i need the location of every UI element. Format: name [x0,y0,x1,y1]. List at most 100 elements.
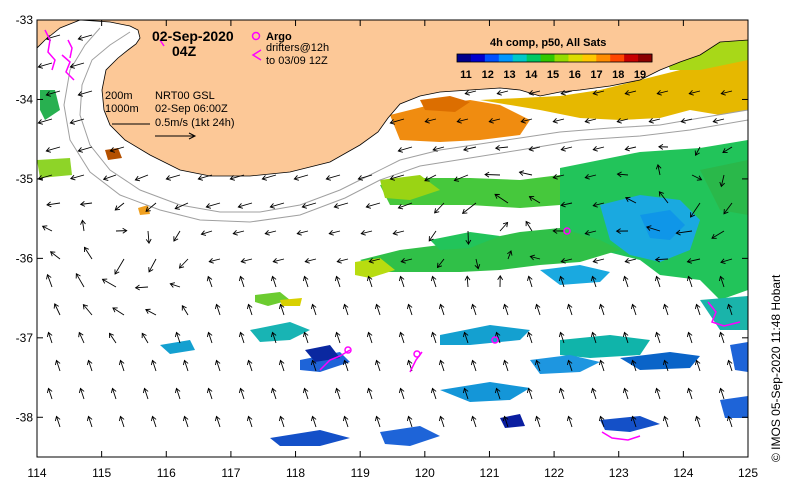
current-arrow [718,387,725,400]
current-arrow [598,303,605,316]
current-arrow [238,387,245,400]
current-arrow [112,307,125,316]
current-arrow [630,415,637,428]
current-arrow [79,201,93,207]
current-arrow [654,331,661,344]
current-arrow [278,415,285,428]
current-arrow [310,303,317,316]
current-arrow [566,303,573,316]
scale-label: 0.5m/s (1kt 24h) [155,117,234,129]
colorbar-tick-label: 14 [525,69,538,81]
current-arrow [436,258,445,269]
current-arrow [662,415,669,428]
current-arrow [694,415,701,428]
current-arrow [656,89,669,96]
current-arrow [118,359,125,372]
colorbar-segment [582,54,597,62]
y-tick-label: -37 [16,331,34,345]
current-arrow [174,331,181,344]
current-arrow [560,89,573,96]
current-arrow [270,387,277,400]
current-arrow [502,359,509,372]
current-arrow [497,275,504,288]
current-arrow [406,303,413,316]
current-arrow [428,230,437,242]
current-arrow [598,415,605,428]
current-arrow [718,275,725,288]
current-arrow [462,331,469,344]
colorbar-segment [554,54,569,62]
current-arrow [662,359,669,372]
y-tick-label: -35 [16,172,34,186]
colorbar [456,53,653,63]
current-arrow [424,174,437,182]
current-arrow [109,146,125,153]
current-arrow [470,359,477,372]
current-arrow [148,258,157,273]
current-arrow [397,146,413,153]
current-arrow [206,331,213,344]
current-arrow [625,196,637,204]
colorbar-segment [470,54,486,62]
current-arrow [86,415,93,428]
current-arrow [54,415,61,428]
current-arrow [616,171,629,178]
colorbar-segment [498,54,514,62]
current-arrow [75,273,85,288]
current-arrow [494,331,501,344]
current-arrow [590,387,597,400]
current-arrow [494,144,509,151]
current-arrow [456,117,469,124]
current-arrow [430,331,437,344]
current-arrow [197,174,213,181]
current-arrow [464,89,477,96]
current-arrow [366,387,373,400]
current-arrow [622,387,629,400]
current-arrow [278,303,285,316]
current-arrow [41,225,53,232]
current-arrow [430,387,437,400]
drifters-line2: to 03/09 12Z [266,55,328,67]
argo-legend-icon [251,31,261,41]
drifters-line1: drifters@12h [266,42,329,54]
valid-time-label: 02-Sep 06:00Z [155,103,228,115]
current-arrow [584,117,597,124]
current-arrow [232,229,245,236]
current-arrow [592,257,605,264]
current-arrow [206,387,213,400]
current-arrow [434,202,445,214]
current-arrow [118,415,125,428]
argo-floats [344,227,571,358]
current-arrow [357,174,373,181]
current-arrow [374,415,381,428]
current-arrow [53,303,61,316]
current-arrow [592,145,605,152]
x-tick-label: 121 [479,466,499,480]
current-arrow [499,221,509,232]
colorbar-segment [526,54,542,62]
current-arrow [82,303,93,316]
current-arrow [552,173,565,180]
current-arrow [616,117,629,124]
current-arrow [406,415,413,428]
colorbar-segment [568,54,583,62]
current-arrow [374,303,381,316]
current-arrow [502,303,509,316]
current-arrow [525,220,533,232]
current-arrow [711,230,725,239]
current-arrow [488,117,501,124]
current-arrow [528,145,541,152]
y-tick-label: -38 [16,410,34,424]
current-arrow [398,387,405,400]
current-arrow [646,225,661,232]
current-arrow [366,331,373,344]
current-arrow [205,202,221,209]
current-arrow [560,201,573,208]
current-arrow [49,251,61,260]
current-arrow [566,359,573,372]
current-arrow [174,387,181,400]
current-arrow [534,303,541,316]
current-arrow [534,359,541,372]
current-arrow [45,90,61,97]
current-arrow [655,164,662,176]
